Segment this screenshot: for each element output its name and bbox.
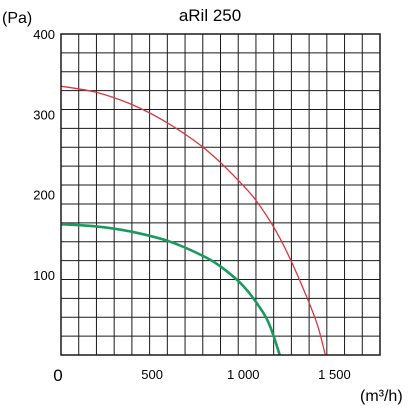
series-1-line	[60, 85, 326, 356]
x-tick-label: 1 500	[318, 367, 351, 382]
y-tick-labels: 100 200 300 400	[33, 27, 55, 283]
y-tick-label: 200	[33, 188, 55, 203]
y-axis-label: (Pa)	[2, 10, 32, 27]
x-axis-label: (m³/h)	[360, 388, 403, 405]
plot-frame	[60, 33, 381, 356]
curves	[60, 85, 326, 356]
grid	[61, 34, 380, 355]
y-tick-label: 300	[33, 107, 55, 122]
origin-label: 0	[53, 366, 62, 385]
x-tick-label: 1 000	[227, 367, 260, 382]
chart-title: aRil 250	[179, 6, 241, 25]
plot-border	[60, 33, 381, 356]
y-tick-label: 100	[33, 268, 55, 283]
x-tick-label: 500	[141, 367, 163, 382]
y-tick-label: 400	[33, 27, 55, 42]
x-tick-labels: 500 1 000 1 500	[141, 367, 350, 382]
series-2-line	[60, 222, 281, 356]
